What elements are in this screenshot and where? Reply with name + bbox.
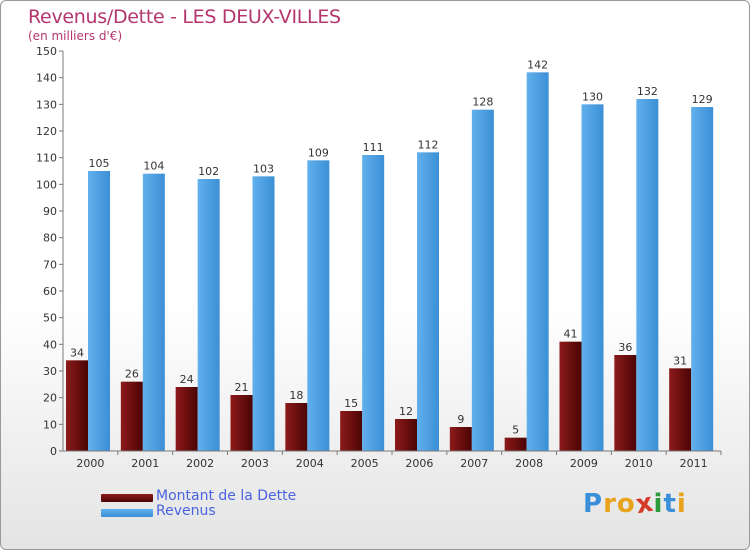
revenus-bar [142,173,165,451]
dette-bar [669,368,692,451]
dette-data-label: 18 [289,389,303,402]
chart-title: Revenus/Dette - LES DEUX-VILLES [28,6,341,28]
revenus-bar [636,99,659,451]
y-tick-label: 130 [36,98,57,111]
dette-data-label: 34 [70,346,84,359]
dette-data-label: 31 [673,354,687,367]
revenus-data-label: 128 [472,96,493,109]
revenus-data-label: 105 [89,157,110,170]
revenus-data-label: 142 [527,58,548,71]
x-tick-label: 2010 [625,457,653,470]
revenus-data-label: 132 [637,85,658,98]
revenus-data-label: 102 [198,165,219,178]
revenus-data-label: 112 [418,138,439,151]
proxiti-logo: Proxiti [583,488,687,521]
dette-bar [230,395,253,451]
x-tick-label: 2009 [570,457,598,470]
x-tick-label: 2011 [680,457,708,470]
x-tick-label: 2005 [351,457,379,470]
y-tick-label: 20 [43,392,57,405]
y-tick-label: 110 [36,152,57,165]
dette-bar [559,341,582,451]
dette-data-label: 12 [399,405,413,418]
dette-bar [285,403,308,451]
revenus-data-label: 104 [143,160,164,173]
logo-letter: i [653,489,664,519]
revenus-data-label: 129 [692,93,713,106]
x-tick-label: 2000 [76,457,104,470]
y-tick-label: 30 [43,365,57,378]
logo-letter: r [603,489,617,519]
revenus-bar [417,152,439,452]
chart-subtitle: (en milliers d'€) [28,29,123,43]
dette-data-label: 15 [344,397,358,410]
x-tick-label: 2003 [241,457,269,470]
x-tick-label: 2006 [405,457,433,470]
dette-bar [66,360,88,451]
y-tick-label: 100 [36,178,57,191]
y-tick-label: 50 [43,312,57,325]
logo-letter: P [583,489,604,519]
dette-bar [175,387,198,451]
dette-bar [614,355,637,451]
revenus-bar [581,104,604,451]
legend-swatch-dette [101,494,153,502]
revenus-bar [252,176,275,452]
dette-data-label: 5 [512,424,519,437]
dette-bar [340,411,363,451]
revenus-bar [307,160,330,452]
dette-bar [504,437,527,451]
legend-label-revenus: Revenus [156,503,216,519]
dette-bar [395,419,417,451]
y-tick-label: 60 [43,285,57,298]
y-tick-label: 140 [36,72,57,85]
revenus-data-label: 130 [582,90,603,103]
dette-bar [120,381,143,451]
revenus-bar [197,179,220,451]
dette-data-label: 36 [618,341,632,354]
y-tick-label: 150 [36,45,57,58]
dette-data-label: 24 [180,373,194,386]
x-tick-label: 2002 [186,457,214,470]
revenus-data-label: 103 [253,162,274,175]
logo-letter: t [663,489,677,519]
y-tick-label: 120 [36,125,57,138]
legend-label-dette: Montant de la Dette [156,488,297,504]
y-tick-label: 40 [43,338,57,351]
revenus-bar [88,171,110,451]
revenus-data-label: 109 [308,146,329,159]
revenus-bar [471,109,494,452]
y-tick-label: 90 [43,205,57,218]
y-tick-label: 0 [50,445,57,458]
y-tick-label: 80 [43,232,57,245]
dette-bar [449,427,472,451]
revenus-bar [362,155,385,451]
dette-data-label: 21 [235,381,249,394]
x-tick-label: 2001 [131,457,159,470]
dette-data-label: 26 [125,368,139,381]
revenus-data-label: 111 [363,141,384,154]
legend-swatch-revenus [101,509,153,517]
revenus-bar [526,72,549,451]
x-tick-label: 2008 [515,457,543,470]
y-tick-label: 10 [43,418,57,431]
logo-letter: i [676,489,687,519]
logo-letter: o [616,489,636,519]
dette-data-label: 41 [564,328,578,341]
x-tick-label: 2004 [296,457,324,470]
revenus-bar [691,107,714,451]
x-tick-label: 2007 [460,457,488,470]
dette-data-label: 9 [457,413,464,426]
y-tick-label: 70 [43,258,57,271]
